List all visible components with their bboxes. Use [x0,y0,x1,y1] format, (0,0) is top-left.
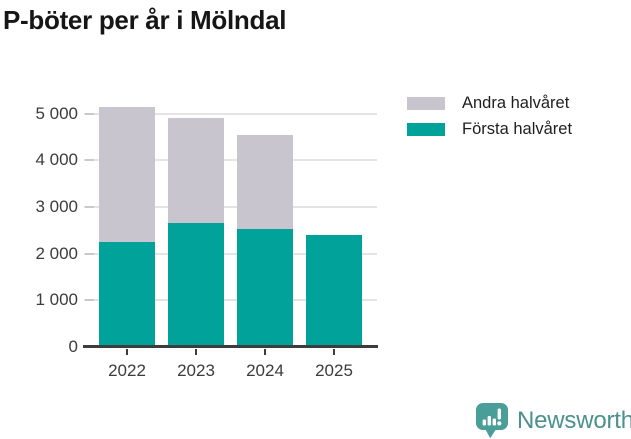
x-axis-line [83,345,378,348]
legend-swatch [407,97,445,110]
legend-row: Första halvåret [407,119,572,140]
newsworthy-wordmark: Newsworthy [517,406,631,434]
gridline-4000 [84,159,377,162]
y-tick-4000 [85,159,94,162]
newsworthy-bubble-barchart-icon [476,403,508,439]
bar-segment-2023-andra [168,118,224,224]
x-axis-label-2024: 2024 [246,361,284,380]
gridline-2000 [84,252,377,255]
y-axis-label-5000: 5 000 [35,103,78,123]
y-axis-labels: 0 1 000 2 000 3 000 4 000 5 000 [0,90,78,356]
bar-segment-2024-andra [237,135,293,229]
y-axis-label-0: 0 [68,337,78,356]
y-axis-label-4000: 4 000 [35,150,78,170]
y-tick-2000 [85,252,94,255]
bar-segment-2023-första [168,223,224,347]
bar-segment-2022-andra [99,107,155,242]
bar-segment-2025-första [306,235,362,347]
legend: Andra halvåret Första halvåret [407,93,572,145]
legend-label: Första halvåret [462,120,573,138]
x-tick-2025 [333,349,335,355]
legend-swatch [407,123,445,136]
gridline-1000 [84,299,377,302]
y-axis-label-1000: 1 000 [35,290,78,310]
legend-label: Andra halvåret [462,94,570,112]
x-tick-2023 [195,349,197,355]
x-axis-label-2025: 2025 [315,361,353,380]
gridline-5000 [84,112,377,115]
bar-segment-2022-första [99,241,155,347]
x-axis-label-2022: 2022 [108,361,146,380]
x-tick-2022 [126,349,128,355]
bar-segment-2024-första [237,228,293,347]
y-tick-5000 [85,112,94,115]
gridline-3000 [84,205,377,208]
plot-area [83,90,378,348]
legend-row: Andra halvåret [407,93,572,114]
y-axis-label-3000: 3 000 [35,196,78,216]
x-axis-label-2023: 2023 [177,361,215,380]
x-tick-2024 [264,349,266,355]
y-tick-1000 [85,299,94,302]
y-axis-label-2000: 2 000 [35,243,78,263]
y-tick-3000 [85,205,94,208]
chart-title: P-böter per år i Mölndal [3,5,287,35]
newsworthy-logo[interactable]: Newsworthy [474,402,631,439]
